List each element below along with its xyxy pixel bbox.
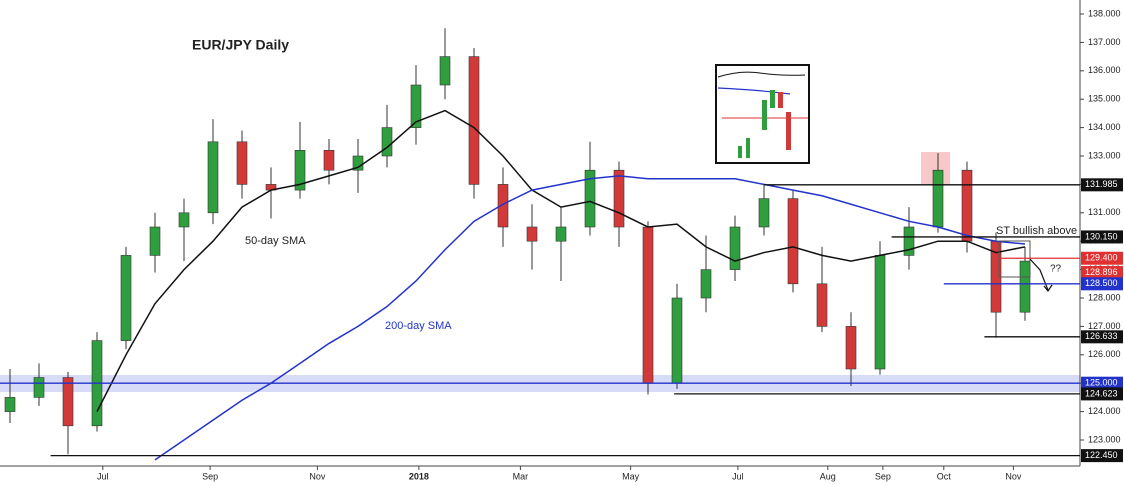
sma-line — [154, 175, 1026, 461]
y-tick-label: 131.000 — [1088, 207, 1121, 217]
candle-body — [584, 169, 596, 228]
candle-body — [961, 169, 973, 242]
candle-body — [700, 269, 712, 299]
y-tick-label: 136.000 — [1088, 65, 1121, 75]
level-label: 130.150 — [1085, 231, 1118, 241]
level-label: 122.450 — [1085, 450, 1118, 460]
level-label: 124.623 — [1085, 388, 1118, 398]
y-tick-label: 137.000 — [1088, 37, 1121, 47]
x-tick-label: May — [622, 471, 640, 481]
candle-body — [294, 150, 306, 191]
candle-body — [149, 226, 161, 256]
candle-body — [845, 326, 857, 370]
x-tick-label: Jul — [732, 471, 744, 481]
level-label: 128.896 — [1085, 267, 1118, 277]
candle-body — [526, 226, 538, 242]
level-tag — [1081, 376, 1123, 390]
level-label: 125.000 — [1085, 378, 1118, 388]
y-tick-label: 133.000 — [1088, 150, 1121, 160]
y-tick-label: 123.000 — [1088, 434, 1121, 444]
level-label: 128.500 — [1085, 278, 1118, 288]
candle-body — [932, 169, 944, 228]
candle-body — [758, 198, 770, 228]
candle-body — [207, 141, 219, 214]
level-tag — [1081, 387, 1123, 401]
inset — [715, 64, 810, 164]
annotation: 200-day SMA — [385, 320, 452, 332]
candle-body — [671, 297, 683, 384]
level-tag — [1081, 178, 1123, 192]
level-tag — [1081, 449, 1123, 463]
candle-body — [874, 255, 886, 370]
annotation: ?? — [1050, 264, 1062, 275]
sma-line — [96, 109, 1026, 412]
x-tick-label: Mar — [513, 471, 529, 481]
candle-body — [4, 397, 16, 412]
arrow-head — [1043, 284, 1053, 293]
candle-body — [787, 198, 799, 285]
x-tick-label: Nov — [309, 471, 326, 481]
level-tag — [1081, 251, 1123, 265]
candle-body — [33, 377, 45, 398]
candle-body — [729, 226, 741, 270]
chart-title: EUR/JPY Daily — [192, 37, 289, 53]
level-label: 126.633 — [1085, 331, 1118, 341]
annotation: ST bullish above — [996, 225, 1077, 237]
x-tick-label: Oct — [937, 471, 952, 481]
level-tag — [1081, 266, 1123, 280]
level-label: 131.985 — [1085, 179, 1118, 189]
x-tick-label: Aug — [820, 471, 836, 481]
x-tick-label: Sep — [202, 471, 218, 481]
candle-body — [236, 141, 248, 185]
x-tick-label: Sep — [875, 471, 891, 481]
level-label: 129.400 — [1085, 253, 1118, 263]
candle-body — [613, 169, 625, 228]
y-tick-label: 134.000 — [1088, 122, 1121, 132]
y-tick-label: 124.000 — [1088, 406, 1121, 416]
candle-body — [62, 377, 74, 427]
candle-body — [120, 255, 132, 341]
y-tick-label: 138.000 — [1088, 8, 1121, 18]
candle-body — [555, 226, 567, 242]
candle-body — [410, 84, 422, 128]
candle-body — [903, 226, 915, 256]
level-tag — [1081, 230, 1123, 244]
y-tick-label: 126.000 — [1088, 349, 1121, 359]
y-tick-label: 127.000 — [1088, 321, 1121, 331]
candle-body — [439, 56, 451, 86]
level-tag — [1081, 330, 1123, 344]
candle-body — [1019, 260, 1031, 313]
candle-body — [642, 226, 654, 384]
candle-body — [816, 283, 828, 327]
x-tick-label: Nov — [1005, 471, 1022, 481]
candle-body — [497, 184, 509, 228]
candle-body — [178, 212, 190, 228]
x-tick-label: 2018 — [409, 471, 429, 481]
candle-body — [323, 150, 335, 171]
annotation: 50-day SMA — [245, 235, 306, 247]
y-tick-label: 128.000 — [1088, 292, 1121, 302]
y-tick-label: 135.000 — [1088, 94, 1121, 104]
level-tag — [1081, 277, 1123, 291]
candle-body — [468, 56, 480, 185]
x-tick-label: Jul — [97, 471, 109, 481]
candle-body — [381, 127, 393, 157]
